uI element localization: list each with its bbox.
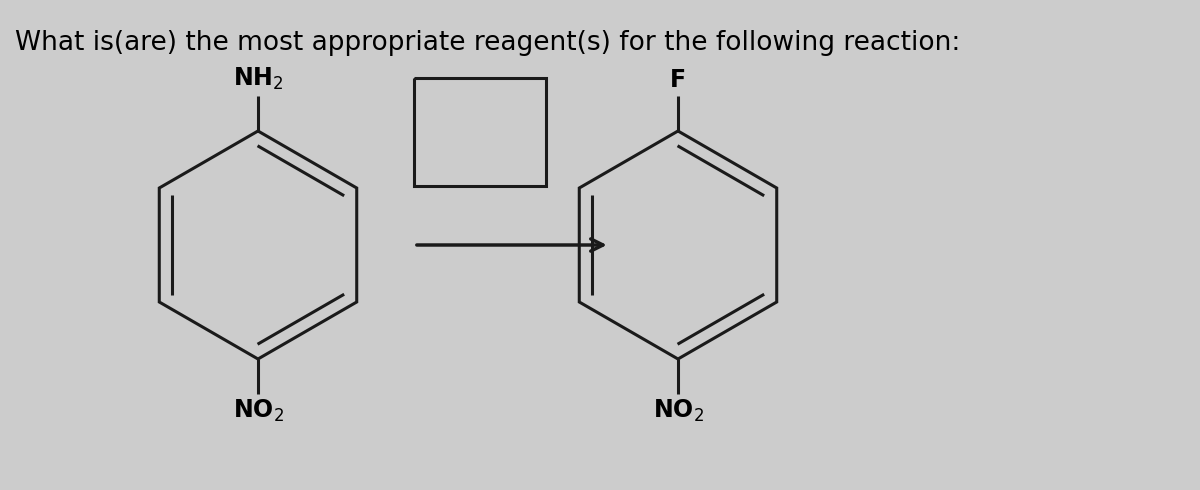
Text: F: F <box>670 68 686 92</box>
Text: NO$_2$: NO$_2$ <box>233 398 283 424</box>
Text: NO$_2$: NO$_2$ <box>653 398 703 424</box>
Text: NH$_2$: NH$_2$ <box>233 66 283 92</box>
Text: What is(are) the most appropriate reagent(s) for the following reaction:: What is(are) the most appropriate reagen… <box>14 30 960 56</box>
